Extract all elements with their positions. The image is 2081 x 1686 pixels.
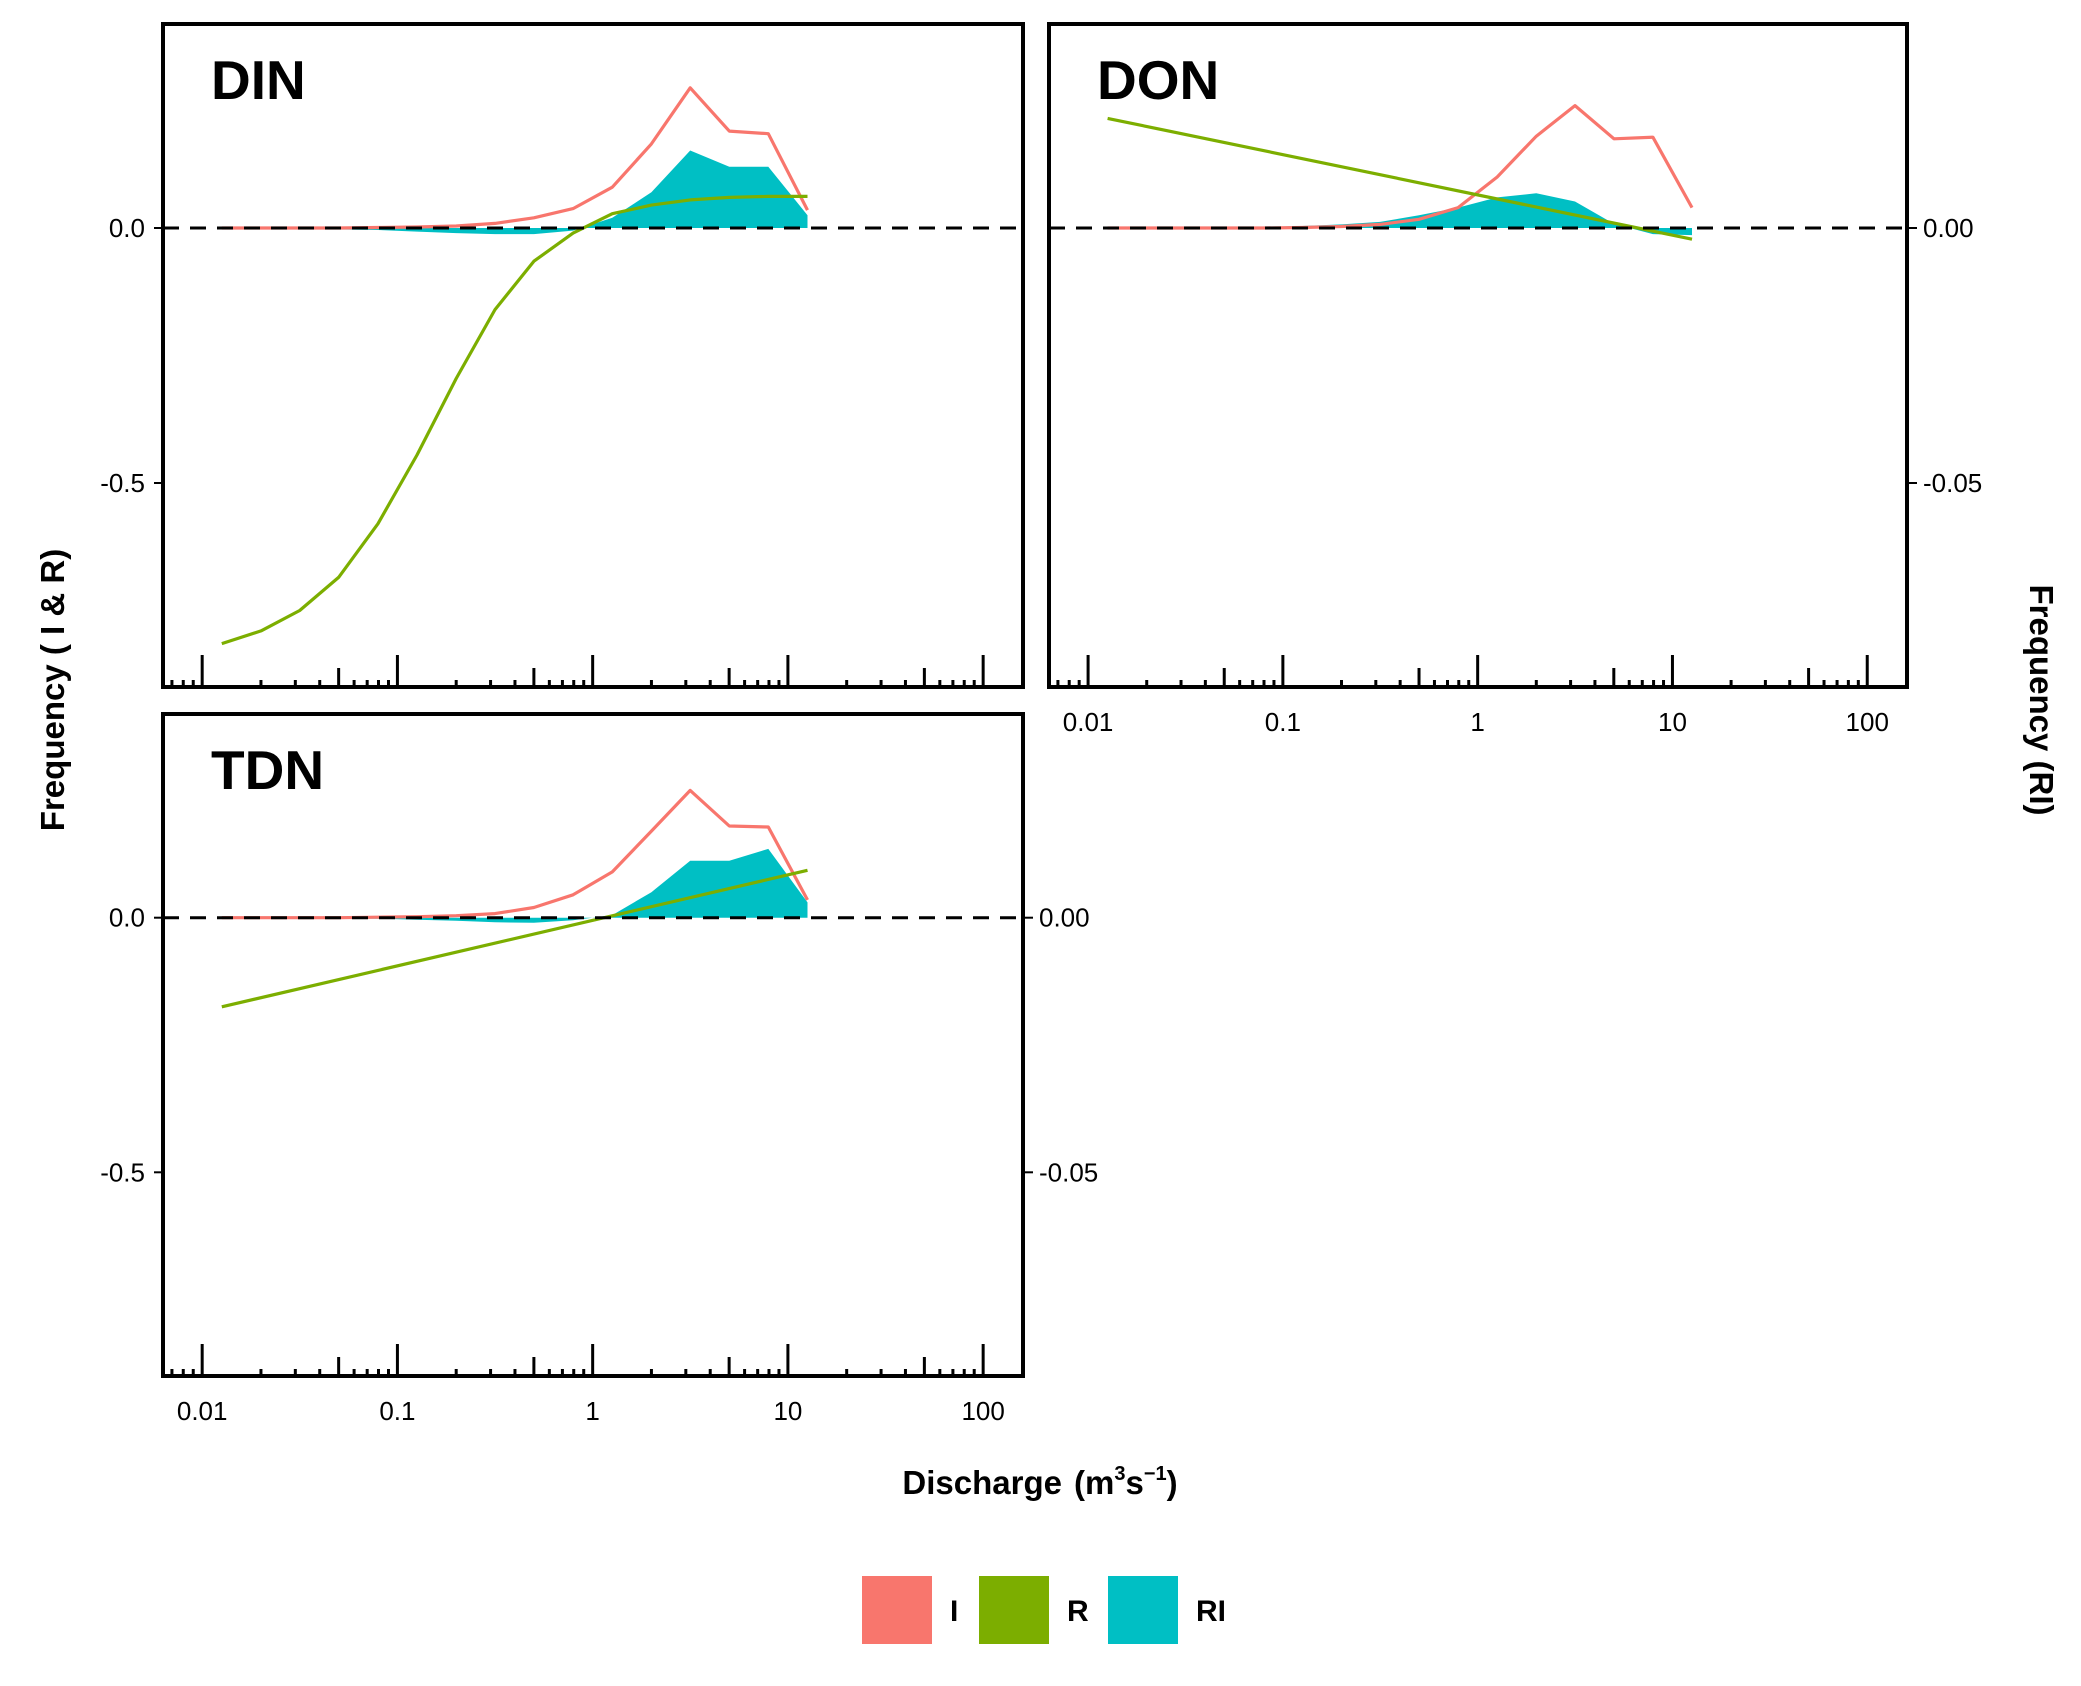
y-tick-label-right: 0.00	[1923, 213, 1974, 243]
y-tick-label-left: -0.5	[100, 1157, 145, 1187]
y-tick-label-right: 0.00	[1039, 903, 1090, 933]
series-i-line	[1107, 104, 1694, 230]
series-i-line	[221, 788, 809, 920]
legend-label: I	[950, 1595, 958, 1628]
series-r-line	[1107, 116, 1693, 241]
panel-don: DON -0.05 0.00 0.01 0.1 1 10 100	[1047, 22, 1982, 737]
x-axis-title: Discharge (m3s−1)	[902, 1463, 1177, 1501]
panel-border	[161, 22, 1025, 689]
y-axis-title-right: Frequency (RI)	[2023, 584, 2060, 815]
legend-swatch	[1108, 1576, 1178, 1644]
plot-area	[1049, 104, 1907, 241]
series-ri-area	[1107, 193, 1692, 236]
x-tick-label: 0.01	[177, 1396, 228, 1426]
y-tick-label-left: 0.0	[109, 213, 145, 243]
x-tick-marks	[170, 1344, 985, 1376]
y-tick-label-left: 0.0	[109, 903, 145, 933]
x-tick-label: 100	[961, 1396, 1004, 1426]
y-tick-label-left: -0.5	[100, 468, 145, 498]
x-tick-marks	[170, 655, 985, 687]
x-tick-label: 100	[1846, 707, 1889, 737]
y-axis-title-left: Frequency ( I & R)	[34, 549, 71, 831]
legend-swatch	[979, 1576, 1049, 1644]
panel-title: DON	[1097, 49, 1219, 111]
x-tick-label: 0.01	[1063, 707, 1114, 737]
panel-tdn: TDN -0.5 0.0 -0.05 0.00 0.01 0.1 1 10 100	[100, 712, 1098, 1426]
x-tick-label: 10	[773, 1396, 802, 1426]
panel-border	[1047, 22, 1909, 689]
series-i-line	[221, 86, 809, 230]
x-tick-label: 0.1	[1265, 707, 1301, 737]
legend-item-ri: RI	[1108, 1576, 1226, 1644]
legend-swatch	[862, 1576, 932, 1644]
plot-area	[163, 86, 1023, 646]
y-tick-label-right: -0.05	[1039, 1157, 1098, 1187]
x-tick-label: 1	[585, 1396, 599, 1426]
panel-title: DIN	[211, 49, 306, 111]
series-ri-area	[221, 150, 808, 235]
x-tick-label: 10	[1658, 707, 1687, 737]
x-tick-marks	[1056, 655, 1869, 687]
series-r-line	[221, 868, 808, 1009]
panel-border	[161, 712, 1025, 1378]
legend: I R RI	[862, 1576, 1226, 1644]
legend-label: R	[1067, 1595, 1089, 1628]
plot-area	[163, 788, 1023, 1009]
legend-label: RI	[1196, 1595, 1226, 1628]
series-r-line	[221, 194, 808, 646]
legend-item-r: R	[979, 1576, 1089, 1644]
panel-din: DIN -0.5 0.0	[100, 22, 1025, 689]
y-tick-label-right: -0.05	[1923, 468, 1982, 498]
x-tick-label: 0.1	[379, 1396, 415, 1426]
x-tick-label: 1	[1470, 707, 1484, 737]
panel-title: TDN	[211, 739, 324, 801]
legend-item-i: I	[862, 1576, 958, 1644]
